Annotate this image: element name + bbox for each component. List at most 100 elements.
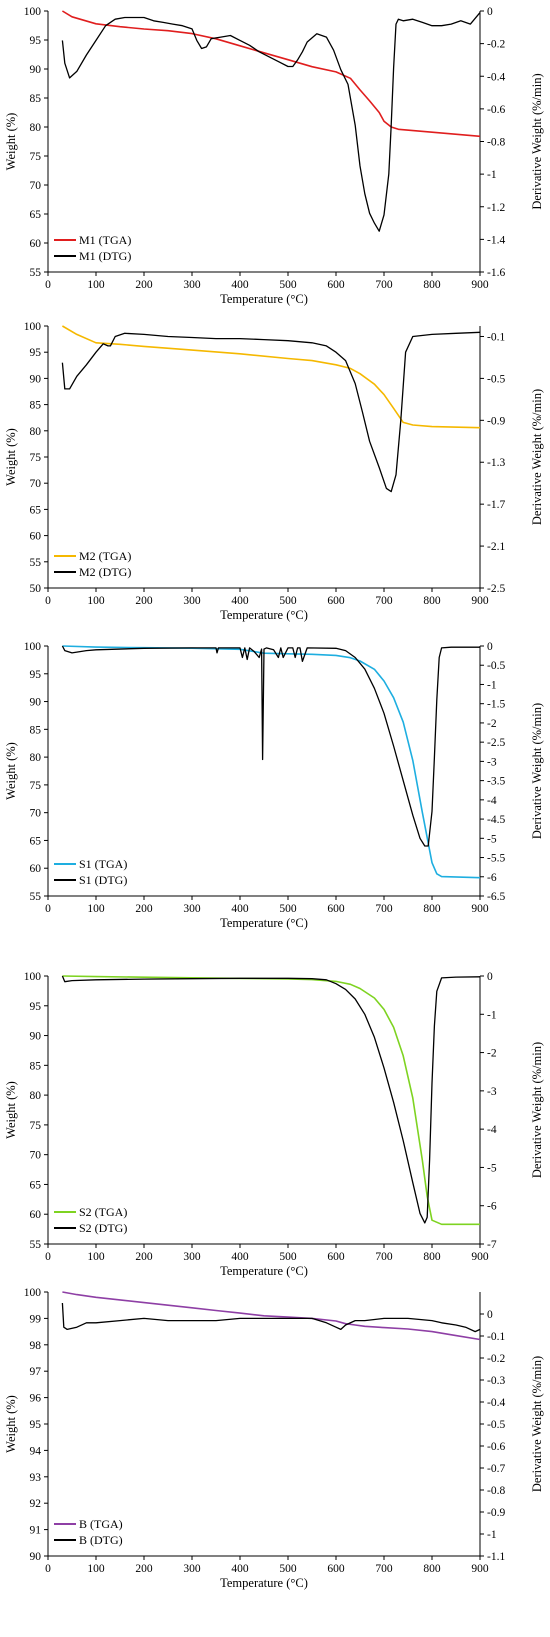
x-tick-label: 600	[327, 595, 345, 607]
y-tick-label: 100	[24, 6, 42, 18]
chart-panel-1: 0 100 200 300 400 500 600 700 800 900556065707580…	[4, 6, 544, 306]
y-tick-label: 90	[30, 373, 42, 385]
y2-tick-label: -2.1	[487, 541, 505, 553]
y2-tick-label: -0.2	[487, 39, 505, 51]
y-tick-label: 99	[30, 1313, 42, 1325]
series-line-s2-tga	[62, 975, 480, 1226]
x-tick-label: 900	[471, 1251, 489, 1263]
series-line-s2-dtg	[61, 975, 481, 1224]
series-line-m1-dtg	[61, 12, 481, 232]
y-axis-label: Weight (%)	[4, 1081, 18, 1139]
x-tick-label: 800	[423, 595, 441, 607]
x-tick-label: 300	[183, 1563, 201, 1575]
x-axis-label: Temperature (°C)	[220, 292, 308, 306]
x-tick-label: 800	[423, 903, 441, 915]
x-axis-label: Temperature (°C)	[220, 1264, 308, 1278]
x-tick-label: 0	[45, 279, 51, 291]
y-tick-label: 75	[30, 452, 42, 464]
y2-axis-label: Derivative Weight (%/min)	[530, 1356, 544, 1492]
y2-tick-label: 0	[487, 971, 493, 983]
y2-tick-label: -0.8	[487, 137, 505, 149]
x-tick-label: 600	[327, 1251, 345, 1263]
x-tick-label: 400	[231, 1251, 249, 1263]
chart-panel-4: 0 100 200 300 400 500 600 700 800 900556065707580…	[4, 971, 544, 1278]
y-tick-label: 100	[24, 321, 42, 333]
x-tick-label: 100	[87, 903, 105, 915]
y2-tick-label: -0.1	[487, 1331, 505, 1343]
x-tick-label: 800	[423, 1251, 441, 1263]
x-tick-label: 500	[279, 595, 297, 607]
y-tick-label: 90	[30, 697, 42, 709]
y2-tick-label: -0.7	[487, 1463, 505, 1475]
y2-tick-label: -1.5	[487, 699, 505, 711]
y-tick-label: 55	[30, 1239, 42, 1251]
x-tick-label: 900	[471, 903, 489, 915]
x-tick-label: 700	[375, 279, 393, 291]
y2-tick-label: -1	[487, 1529, 497, 1541]
legend-entry: S1 (TGA)	[79, 857, 127, 871]
y-tick-label: 75	[30, 151, 42, 163]
y-tick-label: 60	[30, 863, 42, 875]
y-tick-label: 80	[30, 426, 42, 438]
y-tick-label: 70	[30, 180, 42, 192]
y2-tick-label: -0.3	[487, 1375, 505, 1387]
x-tick-label: 400	[231, 595, 249, 607]
y-tick-label: 80	[30, 752, 42, 764]
y2-tick-label: -0.9	[487, 1507, 505, 1519]
y-tick-label: 85	[30, 400, 42, 412]
y-tick-label: 90	[30, 1551, 42, 1563]
legend-entry: M2 (DTG)	[79, 565, 131, 579]
y2-tick-label: -5	[487, 833, 497, 845]
y2-tick-label: -1	[487, 679, 497, 691]
y2-tick-label: -1.3	[487, 457, 505, 469]
y2-tick-label: -4	[487, 795, 497, 807]
y-tick-label: 90	[30, 1031, 42, 1043]
y-tick-label: 70	[30, 478, 42, 490]
y2-tick-label: -5	[487, 1162, 497, 1174]
chart-panel-5: 0 100 200 300 400 500 600 700 800 900 90 91 92 93 94 95…	[4, 1287, 544, 1590]
y2-tick-label: -4	[487, 1124, 497, 1136]
x-tick-label: 700	[375, 903, 393, 915]
legend-entry: M1 (TGA)	[79, 233, 131, 247]
series-line-m2-dtg	[61, 331, 481, 493]
y-tick-label: 80	[30, 122, 42, 134]
y-tick-label: 85	[30, 93, 42, 105]
y-tick-label: 75	[30, 780, 42, 792]
x-tick-label: 600	[327, 1563, 345, 1575]
x-tick-label: 0	[45, 903, 51, 915]
y2-tick-label: -0.2	[487, 1353, 505, 1365]
y2-tick-label: -6	[487, 872, 497, 884]
y2-tick-label: -7	[487, 1239, 497, 1251]
y2-tick-label: -1	[487, 1009, 497, 1021]
y2-tick-label: -1.7	[487, 499, 505, 511]
x-tick-label: 0	[45, 1251, 51, 1263]
x-tick-label: 300	[183, 279, 201, 291]
y2-tick-label: -1.6	[487, 267, 505, 279]
y2-tick-label: -2	[487, 1048, 497, 1060]
y-tick-label: 95	[30, 347, 42, 359]
y-tick-label: 100	[24, 641, 42, 653]
x-tick-label: 900	[471, 595, 489, 607]
y2-tick-label: -0.4	[487, 71, 505, 83]
x-tick-label: 300	[183, 595, 201, 607]
y-tick-label: 60	[30, 531, 42, 543]
y2-tick-label: -3	[487, 1086, 497, 1098]
y2-axis-label: Derivative Weight (%/min)	[530, 73, 544, 209]
y2-tick-label: -1	[487, 169, 497, 181]
x-tick-label: 900	[471, 279, 489, 291]
y-tick-label: 65	[30, 209, 42, 221]
x-tick-label: 500	[279, 279, 297, 291]
x-tick-label: 300	[183, 903, 201, 915]
y-tick-label: 70	[30, 808, 42, 820]
x-tick-label: 500	[279, 903, 297, 915]
y2-axis-label: Derivative Weight (%/min)	[530, 1042, 544, 1178]
x-tick-label: 500	[279, 1251, 297, 1263]
y2-tick-label: -4.5	[487, 814, 505, 826]
y-tick-label: 100	[24, 1287, 42, 1299]
y-tick-label: 95	[30, 669, 42, 681]
y2-tick-label: -2.5	[487, 737, 505, 749]
chart-panel-3: 0 100 200 300 400 500 600 700 800 900556065707580…	[4, 641, 544, 930]
x-tick-label: 900	[471, 1563, 489, 1575]
chart-panel-2: 0 100 200 300 400 500 600 700 800 900 50 55 60 65 70 75…	[4, 321, 544, 622]
y-tick-label: 85	[30, 1060, 42, 1072]
